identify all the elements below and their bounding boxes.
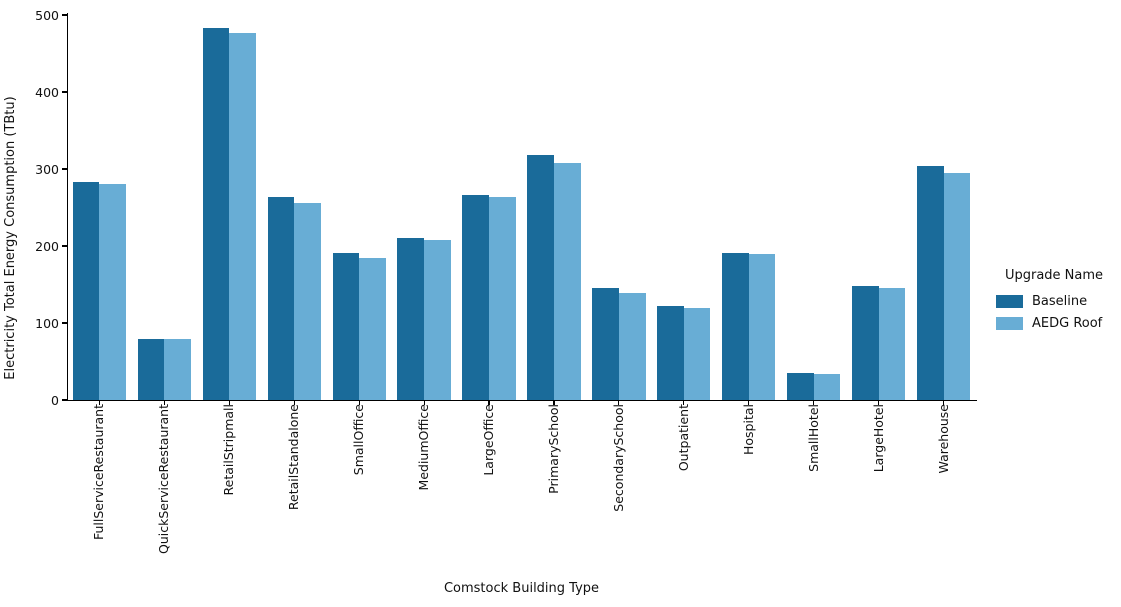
bar-aedg-roof-QuickServiceRestaurant [164, 339, 191, 400]
x-tick-label: RetailStandalone [283, 404, 305, 582]
x-tick-mark [813, 400, 815, 405]
y-tick-mark [62, 91, 67, 93]
bar-baseline-Outpatient [657, 306, 684, 400]
x-tick-mark [553, 400, 555, 405]
x-tick-label-text: QuickServiceRestaurant [156, 404, 172, 554]
x-tick-label-text: SecondarySchool [610, 404, 626, 512]
x-tick-mark [878, 400, 880, 405]
y-tick-label: 200 [35, 238, 59, 254]
x-tick-label: SmallHotel [803, 404, 825, 582]
bar-baseline-RetailStandalone [267, 197, 295, 400]
bar-baseline-LargeOffice [462, 195, 490, 400]
x-tick-label-text: MediumOffice [416, 404, 432, 491]
y-tick-mark [62, 245, 67, 247]
y-tick-label: 500 [35, 7, 59, 23]
x-tick-mark [228, 400, 230, 405]
bar-baseline-LargeHotel [851, 286, 879, 400]
legend-title: Upgrade Name [1004, 268, 1104, 283]
y-tick-mark [62, 14, 67, 16]
bar-aedg-roof-MediumOffice [424, 239, 451, 400]
bar-aedg-roof-FullServiceRestaurant [99, 184, 127, 400]
bar-baseline-QuickServiceRestaurant [137, 339, 165, 400]
bar-aedg-roof-RetailStripmall [229, 33, 256, 400]
x-tick-label-text: Hospital [740, 404, 756, 456]
x-tick-mark [618, 400, 620, 405]
x-tick-mark [942, 400, 945, 405]
x-tick-mark [683, 400, 685, 405]
x-tick-mark [98, 400, 101, 405]
bar-baseline-PrimarySchool [527, 155, 554, 400]
x-tick-label: Outpatient [673, 404, 695, 582]
y-tick-label: 100 [35, 315, 59, 331]
x-tick-label-text: LargeOffice [481, 404, 497, 476]
bar-aedg-roof-Outpatient [683, 307, 711, 400]
x-tick-label: LargeHotel [868, 404, 890, 582]
bar-aedg-roof-Warehouse [943, 172, 971, 400]
x-tick-label-text: FullServiceRestaurant [91, 404, 107, 541]
x-tick-mark [423, 400, 425, 405]
x-tick-mark [293, 400, 295, 405]
x-tick-mark [748, 400, 750, 405]
bar-baseline-RetailStripmall [202, 28, 230, 400]
x-tick-label: LargeOffice [478, 404, 500, 582]
y-tick-mark [62, 322, 67, 324]
x-tick-label: PrimarySchool [543, 404, 565, 582]
bar-baseline-Warehouse [916, 165, 944, 400]
x-tick-label-text: Warehouse [935, 404, 951, 474]
bar-aedg-roof-RetailStandalone [294, 202, 321, 400]
bar-aedg-roof-LargeOffice [489, 196, 516, 400]
x-tick-label-text: PrimarySchool [545, 404, 561, 494]
x-tick-label: QuickServiceRestaurant [153, 404, 175, 582]
x-tick-label: MediumOffice [413, 404, 435, 582]
bar-baseline-FullServiceRestaurant [72, 182, 100, 400]
bar-aedg-roof-PrimarySchool [553, 162, 581, 400]
y-tick-label: 300 [35, 161, 59, 177]
x-tick-label: SecondarySchool [608, 404, 630, 582]
x-tick-label-text: Outpatient [675, 404, 691, 472]
legend-label-aedg-roof: AEDG Roof [1032, 315, 1103, 331]
x-axis-title: Comstock Building Type [443, 581, 600, 596]
y-axis-spine [66, 13, 68, 401]
x-tick-label-text: RetailStripmall [221, 404, 237, 496]
x-tick-label-text: SmallOffice [351, 404, 367, 476]
legend-label-baseline: Baseline [1032, 293, 1088, 309]
x-tick-mark [358, 400, 360, 405]
x-tick-label-text: SmallHotel [805, 404, 821, 472]
x-tick-label: Hospital [738, 404, 760, 582]
x-tick-label: RetailStripmall [218, 404, 240, 582]
bar-aedg-roof-SmallOffice [359, 257, 386, 400]
y-tick-mark [62, 399, 67, 401]
x-tick-label-text: RetailStandalone [286, 404, 302, 511]
bar-aedg-roof-LargeHotel [878, 287, 906, 400]
x-tick-label: FullServiceRestaurant [88, 404, 110, 582]
bar-aedg-roof-SecondarySchool [618, 292, 646, 400]
bar-baseline-Hospital [722, 252, 749, 400]
legend: Upgrade Name Baseline AEDG Roof [988, 268, 1120, 334]
bar-baseline-SmallOffice [332, 252, 360, 400]
legend-entry-aedg-roof: AEDG Roof [988, 312, 1120, 334]
bar-aedg-roof-Hospital [748, 254, 776, 400]
x-tick-label: SmallOffice [348, 404, 370, 582]
legend-swatch-baseline-icon [996, 294, 1023, 308]
legend-swatch-aedg-roof-icon [996, 316, 1023, 330]
y-tick-mark [62, 168, 67, 170]
bar-baseline-SecondarySchool [592, 288, 619, 400]
y-tick-label: 0 [51, 392, 59, 408]
legend-entry-baseline: Baseline [988, 290, 1120, 312]
x-tick-mark [163, 400, 165, 405]
x-axis-spine [66, 399, 977, 401]
x-tick-mark [488, 400, 490, 405]
bar-baseline-SmallHotel [787, 373, 814, 400]
x-tick-label: Warehouse [933, 404, 955, 582]
bar-aedg-roof-SmallHotel [813, 373, 841, 400]
bar-baseline-MediumOffice [397, 237, 425, 400]
y-tick-label: 400 [35, 84, 59, 100]
x-tick-label-text: LargeHotel [870, 404, 886, 473]
